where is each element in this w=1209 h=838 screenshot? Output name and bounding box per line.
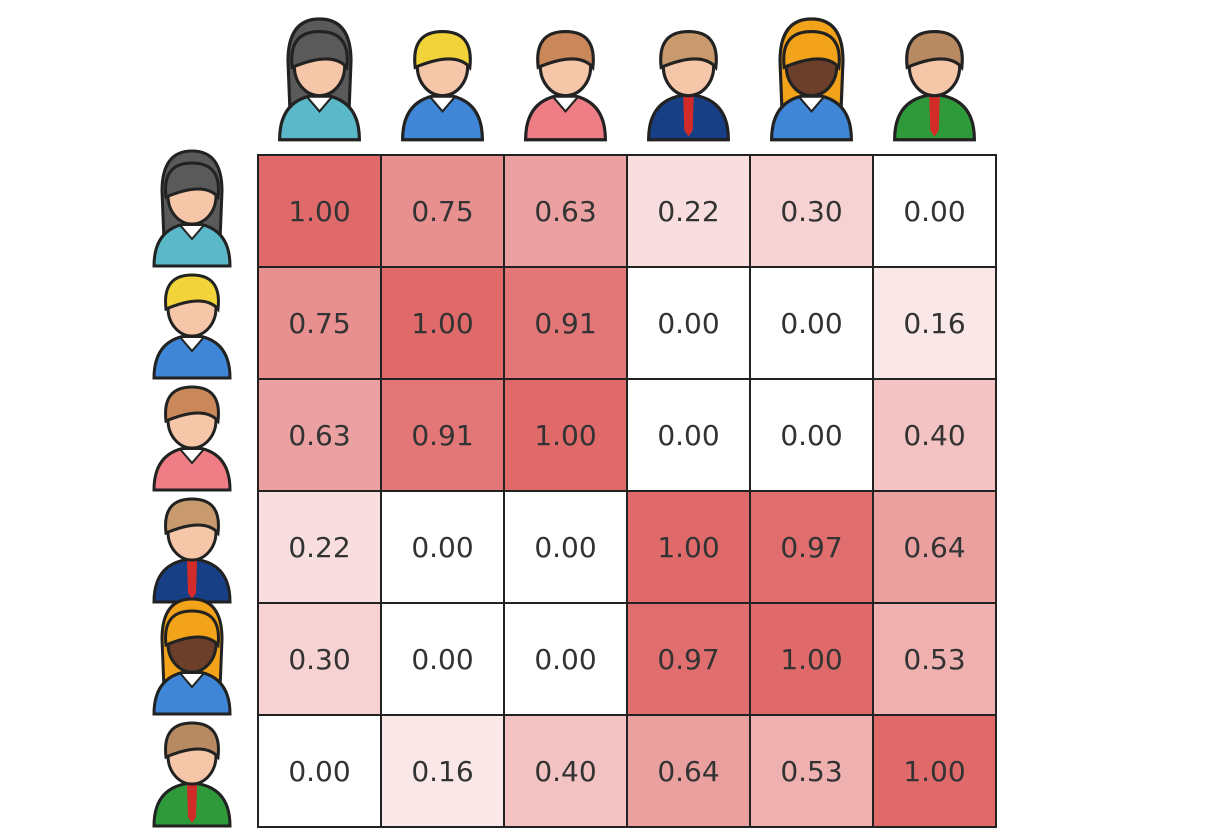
cell-label: 0.97	[780, 531, 842, 564]
icon-hair-top	[164, 161, 220, 201]
cell-label: 1.00	[657, 531, 719, 564]
cell	[626, 490, 751, 604]
cell	[626, 266, 751, 380]
cell-label: 0.00	[780, 419, 842, 452]
cell-label: 0.00	[411, 531, 473, 564]
cell	[872, 490, 997, 604]
cell-label: 0.63	[288, 419, 350, 452]
person-icon	[893, 30, 976, 142]
cell-label: 0.16	[903, 307, 965, 340]
cell-label: 0.53	[780, 755, 842, 788]
icon-tie	[187, 561, 197, 599]
cell-label: 1.00	[780, 643, 842, 676]
person-icon	[152, 721, 232, 828]
person-icon	[152, 385, 232, 492]
cell-label: 0.00	[903, 195, 965, 228]
cell	[503, 154, 628, 268]
icon-hair-top	[905, 30, 964, 72]
cell-label: 1.00	[288, 195, 350, 228]
icon-tie	[187, 785, 197, 823]
person-icon	[401, 30, 484, 142]
cell-label: 0.75	[411, 195, 473, 228]
icon-hair-top	[782, 30, 841, 72]
person-icon	[152, 497, 232, 604]
person-icon	[647, 30, 730, 142]
cell	[626, 378, 751, 492]
icon-hair-top	[164, 721, 220, 761]
icon-hair-top	[413, 30, 472, 72]
cell-label: 0.00	[411, 643, 473, 676]
cell	[380, 490, 505, 604]
icon-hair-top	[290, 30, 349, 72]
cell	[257, 490, 382, 604]
cell	[872, 154, 997, 268]
cell-label: 0.22	[288, 531, 350, 564]
cell-label: 0.40	[903, 419, 965, 452]
cell	[749, 490, 874, 604]
cell	[503, 490, 628, 604]
icon-hair-top	[659, 30, 718, 72]
cell-label: 0.91	[534, 307, 596, 340]
cell-label: 0.00	[534, 643, 596, 676]
icon-hair-top	[164, 497, 220, 537]
person-icon	[152, 273, 232, 380]
cell-label: 0.22	[657, 195, 719, 228]
person-icon	[152, 149, 232, 268]
cell-label: 0.16	[411, 755, 473, 788]
cell-label: 0.97	[657, 643, 719, 676]
icon-tie	[683, 96, 694, 137]
cell-label: 0.00	[780, 307, 842, 340]
icon-tie	[929, 96, 940, 137]
icon-hair-top	[536, 30, 595, 72]
cell-label: 1.00	[903, 755, 965, 788]
cell-label: 0.00	[534, 531, 596, 564]
cell	[872, 714, 997, 828]
person-icon	[524, 30, 607, 142]
cell	[749, 378, 874, 492]
cell	[749, 714, 874, 828]
cell	[749, 602, 874, 716]
cell	[872, 266, 997, 380]
cell-label: 0.40	[534, 755, 596, 788]
cell	[626, 714, 751, 828]
cell-label: 1.00	[534, 419, 596, 452]
cell	[380, 154, 505, 268]
cell	[626, 602, 751, 716]
cell	[257, 154, 382, 268]
cell-label: 0.00	[657, 419, 719, 452]
cell-label: 0.30	[288, 643, 350, 676]
cell-label: 0.91	[411, 419, 473, 452]
cell	[257, 714, 382, 828]
cell	[503, 602, 628, 716]
cell-label: 0.53	[903, 643, 965, 676]
cell	[257, 602, 382, 716]
cell-label: 1.00	[411, 307, 473, 340]
cell-label: 0.64	[657, 755, 719, 788]
person-icon	[770, 17, 853, 142]
cell-label: 0.63	[534, 195, 596, 228]
icon-hair-top	[164, 385, 220, 425]
person-icon	[152, 597, 232, 716]
cell	[380, 266, 505, 380]
cell-label: 0.00	[288, 755, 350, 788]
cell-label: 0.64	[903, 531, 965, 564]
cell-label: 0.75	[288, 307, 350, 340]
cell	[872, 602, 997, 716]
cell	[872, 378, 997, 492]
cell-label: 0.00	[657, 307, 719, 340]
icon-hair-top	[164, 273, 220, 313]
cell-label: 0.30	[780, 195, 842, 228]
person-icon	[278, 17, 361, 142]
icon-hair-top	[164, 609, 220, 649]
cell	[380, 378, 505, 492]
